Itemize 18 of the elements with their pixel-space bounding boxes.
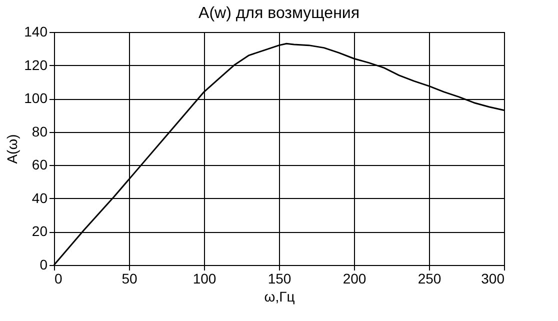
- y-axis-title: A(ω): [4, 134, 20, 164]
- x-tick-label: 50: [122, 270, 138, 286]
- y-tick-label: 40: [32, 190, 48, 206]
- y-tick-label: 80: [32, 123, 48, 140]
- x-tick-label: 100: [192, 270, 216, 286]
- x-tick-label: 0: [54, 270, 62, 286]
- x-tick-label: 200: [342, 270, 366, 286]
- y-tick-label: 0: [40, 256, 48, 272]
- x-tick-label: 250: [418, 270, 442, 286]
- x-tick-label: 150: [268, 270, 292, 286]
- chart-title: A(w) для возмущения: [198, 5, 360, 22]
- x-axis-title: ω,Гц: [264, 288, 295, 304]
- x-tick-label: 300: [481, 270, 505, 286]
- y-tick-label: 60: [32, 156, 48, 173]
- y-tick-label: 20: [32, 223, 48, 240]
- y-tick-label: 120: [24, 56, 48, 73]
- y-tick-label: 100: [24, 90, 48, 106]
- y-tick-label: 140: [24, 24, 48, 40]
